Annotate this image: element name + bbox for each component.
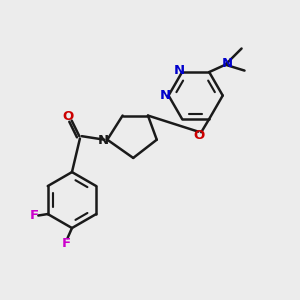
Text: O: O	[193, 129, 205, 142]
Text: F: F	[29, 209, 38, 222]
Text: N: N	[98, 134, 109, 147]
Text: N: N	[160, 89, 171, 102]
Text: O: O	[62, 110, 73, 123]
Text: N: N	[174, 64, 185, 77]
Text: N: N	[221, 57, 233, 70]
Text: F: F	[62, 237, 71, 250]
